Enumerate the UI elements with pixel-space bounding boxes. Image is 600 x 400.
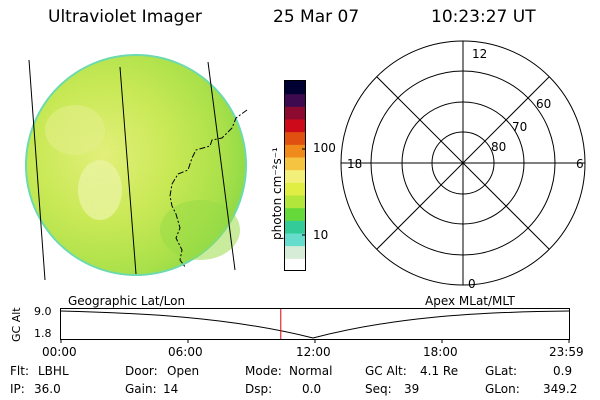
info-flt-label: Flt: bbox=[10, 364, 29, 378]
colorbar-band bbox=[285, 93, 305, 107]
colorbar-band bbox=[285, 258, 305, 272]
apex-coord-label: Apex MLat/MLT bbox=[425, 294, 515, 308]
info-gcalt-label: GC Alt: bbox=[365, 364, 407, 378]
colorbar-band bbox=[285, 233, 305, 247]
info-door-value: Open bbox=[167, 364, 200, 378]
colorbar-band bbox=[285, 131, 305, 145]
info-gain-value: 14 bbox=[163, 382, 179, 396]
info-glat-value: 0.9 bbox=[553, 364, 573, 378]
x-tick-0600: 06:00 bbox=[168, 345, 203, 359]
info-seq-value: 39 bbox=[404, 382, 420, 396]
mlat-label-60: 60 bbox=[536, 97, 552, 111]
mlt-label-0: 0 bbox=[468, 277, 476, 291]
colorbar-band bbox=[285, 106, 305, 120]
y-tick-low: 1.8 bbox=[34, 327, 52, 340]
info-dsp-label: Dsp: bbox=[245, 382, 273, 396]
colorbar-band bbox=[285, 119, 305, 133]
info-dsp-value: 0.0 bbox=[302, 382, 322, 396]
info-door-label: Door: bbox=[125, 364, 158, 378]
x-tick-0000: 00:00 bbox=[42, 345, 77, 359]
app-title: Ultraviolet Imager bbox=[48, 7, 202, 27]
polar-plot bbox=[340, 40, 586, 286]
mlat-label-80: 80 bbox=[491, 140, 507, 154]
info-ip-value: 36.0 bbox=[34, 382, 61, 396]
terminator-line bbox=[169, 109, 248, 269]
date-label: 25 Mar 07 bbox=[273, 7, 360, 27]
colorbar-band bbox=[285, 182, 305, 196]
mlt-label-12: 12 bbox=[472, 47, 488, 61]
mlt-label-6: 6 bbox=[576, 157, 584, 171]
geo-coord-label: Geographic Lat/Lon bbox=[68, 294, 186, 308]
colorbar-band bbox=[285, 207, 305, 221]
colorbar-band bbox=[285, 169, 305, 183]
earth-disk bbox=[25, 54, 247, 276]
colorbar-band bbox=[285, 81, 305, 95]
x-tick-1800: 18:00 bbox=[423, 345, 458, 359]
y-tick-high: 9.0 bbox=[34, 305, 52, 318]
info-glon-label: GLon: bbox=[485, 382, 520, 396]
colorbar-band bbox=[285, 220, 305, 234]
colorbar bbox=[284, 80, 306, 272]
info-ip-label: IP: bbox=[10, 382, 25, 396]
mlt-label-18: 18 bbox=[347, 157, 363, 171]
info-mode-label: Mode: bbox=[245, 364, 282, 378]
info-glon-value: 349.2 bbox=[543, 382, 578, 396]
colorbar-tick-100: 100 bbox=[313, 141, 336, 155]
x-tick-1200: 12:00 bbox=[296, 345, 331, 359]
colorbar-band bbox=[285, 157, 305, 171]
colorbar-band bbox=[285, 195, 305, 209]
colorbar-band bbox=[285, 144, 305, 158]
info-gcalt-value: 4.1 Re bbox=[420, 364, 459, 378]
mlat-label-70: 70 bbox=[512, 120, 528, 134]
longitude-lines bbox=[28, 59, 236, 281]
x-tick-2359: 23:59 bbox=[549, 345, 584, 359]
info-flt-value: LBHL bbox=[38, 364, 69, 378]
colorbar-band bbox=[285, 245, 305, 259]
time-label: 10:23:27 UT bbox=[431, 7, 536, 27]
altitude-curve bbox=[60, 310, 570, 339]
info-mode-value: Normal bbox=[289, 364, 333, 378]
colorbar-tick-10: 10 bbox=[313, 228, 329, 242]
info-gain-label: Gain: bbox=[125, 382, 157, 396]
info-glat-label: GLat: bbox=[485, 364, 518, 378]
info-seq-label: Seq: bbox=[365, 382, 392, 396]
